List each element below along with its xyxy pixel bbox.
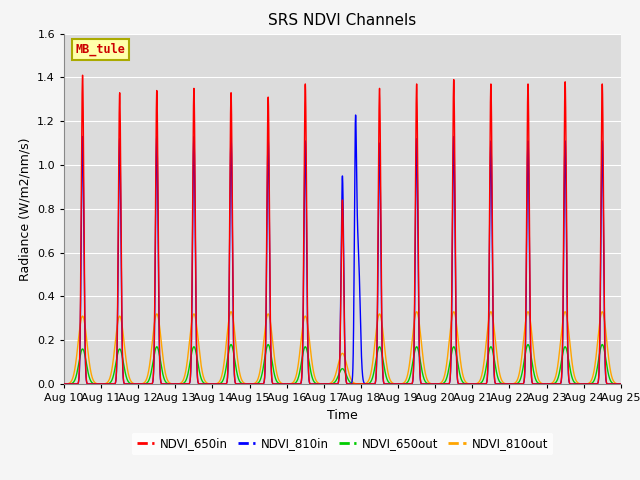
Title: SRS NDVI Channels: SRS NDVI Channels (268, 13, 417, 28)
Legend: NDVI_650in, NDVI_810in, NDVI_650out, NDVI_810out: NDVI_650in, NDVI_810in, NDVI_650out, NDV… (132, 433, 553, 455)
X-axis label: Time: Time (327, 408, 358, 421)
Y-axis label: Radiance (W/m2/nm/s): Radiance (W/m2/nm/s) (19, 137, 31, 280)
Text: MB_tule: MB_tule (75, 43, 125, 56)
